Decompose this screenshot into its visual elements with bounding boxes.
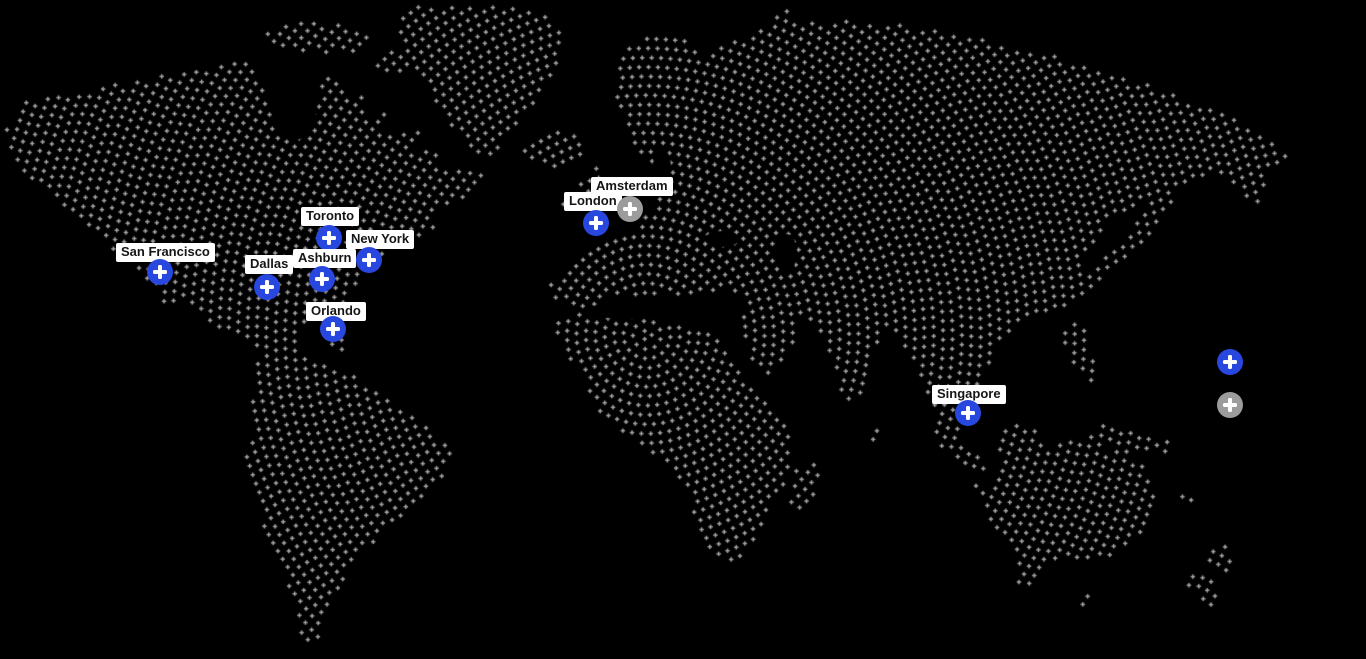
location-label-orlando: Orlando [306, 302, 366, 321]
location-label-ashburn: Ashburn [293, 249, 357, 268]
location-label-singapore: Singapore [932, 385, 1006, 404]
location-marker-london[interactable] [583, 210, 609, 236]
location-label-san-francisco: San Francisco [116, 243, 215, 262]
location-marker-san-francisco[interactable] [147, 259, 173, 285]
location-label-new-york: New York [346, 230, 415, 249]
legend-marker-inactive[interactable] [1217, 392, 1243, 418]
location-marker-amsterdam[interactable] [617, 196, 643, 222]
legend-marker-active[interactable] [1217, 349, 1243, 375]
location-label-toronto: Toronto [301, 207, 360, 226]
location-marker-dallas[interactable] [254, 274, 280, 300]
location-label-amsterdam: Amsterdam [591, 177, 673, 196]
location-marker-new-york[interactable] [356, 247, 382, 273]
location-marker-toronto[interactable] [316, 225, 342, 251]
location-label-dallas: Dallas [245, 255, 294, 274]
location-marker-ashburn[interactable] [309, 266, 335, 292]
location-label-london: London [564, 192, 622, 211]
location-marker-orlando[interactable] [320, 316, 346, 342]
location-marker-singapore[interactable] [955, 400, 981, 426]
